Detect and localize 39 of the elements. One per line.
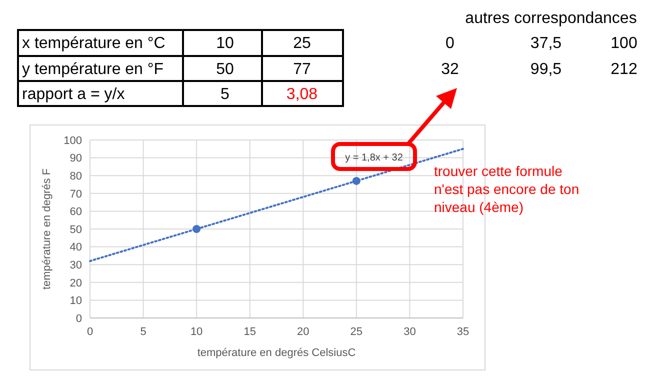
annotation: trouver cette formule n'est pas encore de ton niveau (4ème) (434, 163, 580, 215)
text: autres correspondances (465, 10, 637, 27)
x-tick-label: 0 (86, 326, 94, 338)
y-tick-label: 80 (70, 170, 82, 182)
text: 5 (220, 86, 230, 103)
x-tick-label: 20 (297, 326, 310, 338)
y-tick-label: 30 (70, 259, 82, 272)
y-tick-label: 0 (76, 312, 82, 325)
text: 3,08 (286, 86, 318, 103)
text: 99,5 (530, 61, 562, 78)
y-tick-label: 100 (64, 134, 82, 147)
y-tick-label: 70 (70, 188, 82, 200)
y-tick-label: 10 (70, 295, 82, 308)
annotation: y = 1,8x + 32 (345, 152, 404, 164)
x-tick-label: 35 (456, 326, 470, 338)
text: 212 (610, 61, 638, 78)
x-tick-label: 10 (190, 326, 203, 338)
text: 10 (216, 35, 234, 52)
x-tick-label: 15 (244, 326, 256, 338)
text: 25 (293, 35, 311, 52)
y-axis-title: température en degrés F (41, 168, 53, 290)
y-tick-label: 50 (70, 224, 82, 236)
text: 77 (293, 61, 311, 78)
text: rapport a = y/x (22, 86, 125, 103)
text: y température en °F (22, 61, 164, 78)
x-tick-label: 5 (140, 326, 146, 338)
text: x température en °C (22, 35, 166, 52)
text: 0 (446, 35, 455, 52)
y-tick-label: 60 (70, 206, 82, 218)
y-tick-label: 20 (70, 277, 82, 290)
y-tick-label: 40 (70, 242, 82, 254)
text: 32 (441, 61, 459, 78)
x-tick-label: 25 (350, 326, 363, 338)
y-tick-label: 90 (70, 152, 82, 165)
x-tick-label: 30 (404, 326, 416, 338)
text: 100 (610, 35, 638, 52)
text: 50 (216, 61, 234, 78)
x-axis-title: température en degrés CelsiusC (197, 347, 356, 359)
text: 37,5 (530, 35, 562, 52)
